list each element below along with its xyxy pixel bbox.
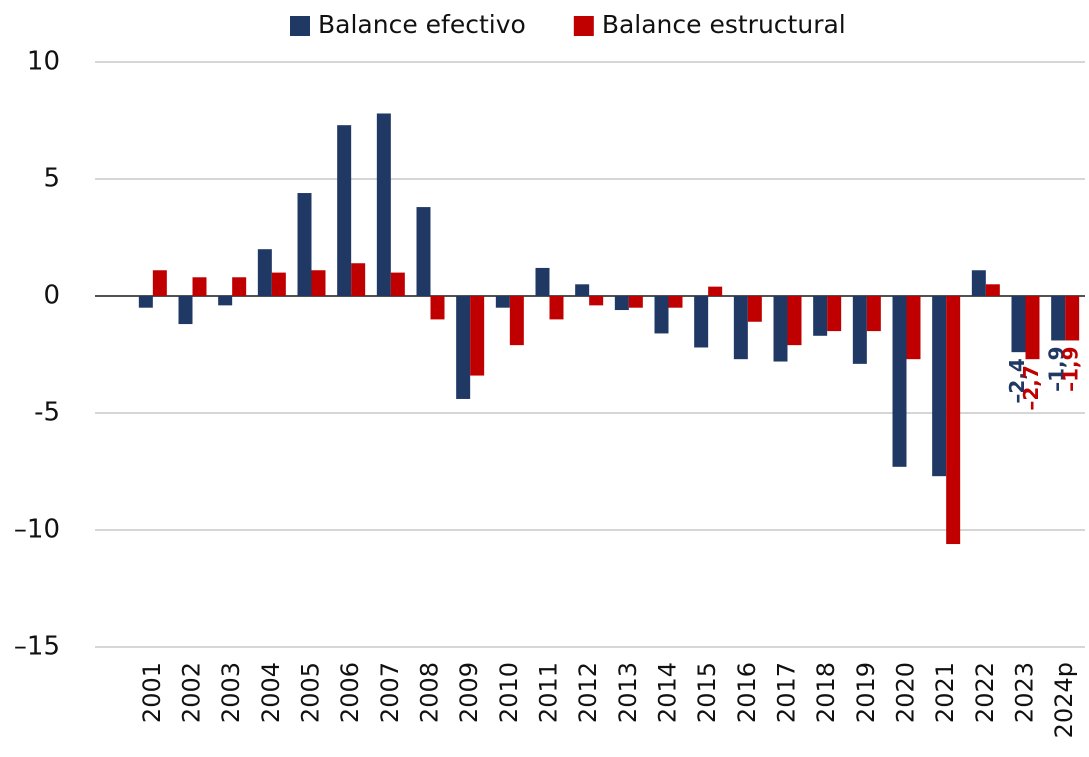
bar <box>892 296 907 467</box>
bar <box>932 296 947 477</box>
data-label: –2,4 <box>1005 358 1029 403</box>
y-tick-label: –15 <box>14 632 60 662</box>
bar <box>906 296 921 360</box>
bar <box>668 296 683 308</box>
bar <box>813 296 828 336</box>
bar <box>456 296 471 399</box>
bar <box>773 296 788 362</box>
bar <box>416 207 431 296</box>
x-tick-label: 2018 <box>812 662 840 723</box>
bar <box>708 286 723 296</box>
x-tick-label: 2023 <box>1011 662 1039 723</box>
x-tick-label: 2005 <box>297 662 325 723</box>
bar <box>827 296 842 332</box>
bar <box>152 270 167 296</box>
x-tick-label: 2016 <box>733 662 761 723</box>
x-tick-label: 2019 <box>852 662 880 723</box>
bar <box>535 267 550 296</box>
bar <box>946 296 961 545</box>
bar <box>376 113 391 296</box>
x-tick-label: 2004 <box>257 662 285 723</box>
bar <box>509 296 524 346</box>
y-tick-label: 10 <box>27 47 60 77</box>
x-tick-label: 2006 <box>336 662 364 723</box>
x-tick-label: 2003 <box>217 662 245 723</box>
bar <box>787 296 802 346</box>
x-tick-label: 2009 <box>455 662 483 723</box>
bar <box>178 296 193 325</box>
bar <box>694 296 709 348</box>
bar <box>1065 296 1080 341</box>
x-tick-label: 2012 <box>574 662 602 723</box>
y-tick-label: –10 <box>14 515 60 545</box>
bar <box>614 296 629 311</box>
bar <box>733 296 748 360</box>
x-tick-label: 2007 <box>376 662 404 723</box>
data-label: –1,9 <box>1045 346 1069 391</box>
bar <box>985 284 1000 296</box>
x-tick-label: 2015 <box>693 662 721 723</box>
bar <box>852 296 867 364</box>
x-tick-label: 2011 <box>535 662 563 723</box>
x-tick-label: 2024p <box>1050 662 1078 738</box>
bar <box>257 249 272 296</box>
y-tick-label: 0 <box>43 281 60 311</box>
x-tick-label: 2014 <box>654 662 682 723</box>
bar <box>628 296 643 308</box>
data-label: –2,7 <box>1019 365 1043 410</box>
bar <box>1025 296 1040 360</box>
bar <box>1011 296 1026 353</box>
bar <box>549 296 564 320</box>
bar <box>337 125 352 297</box>
bar <box>138 296 153 308</box>
bar <box>390 272 405 296</box>
bar <box>297 193 312 296</box>
bar <box>192 277 207 296</box>
x-tick-label: 2022 <box>971 662 999 723</box>
bar <box>866 296 881 332</box>
legend-label: Balance efectivo <box>318 10 526 39</box>
bar <box>1051 296 1066 341</box>
x-tick-label: 2017 <box>773 662 801 723</box>
bar <box>271 272 286 296</box>
bar <box>311 270 326 296</box>
bar <box>430 296 445 320</box>
bar <box>218 296 233 306</box>
bar <box>971 270 986 296</box>
x-tick-label: 2008 <box>416 662 444 723</box>
legend-swatch <box>290 16 310 36</box>
x-tick-label: 2021 <box>931 662 959 723</box>
legend-swatch <box>573 16 594 36</box>
bar <box>747 296 762 322</box>
bar <box>575 284 590 296</box>
bar <box>351 263 366 296</box>
bar <box>495 296 510 308</box>
legend-label: Balance estructural <box>602 10 846 39</box>
x-tick-label: 2020 <box>892 662 920 723</box>
y-tick-label: 5 <box>43 164 60 194</box>
x-tick-label: 2001 <box>138 662 166 723</box>
x-tick-label: 2002 <box>178 662 206 723</box>
x-tick-label: 2010 <box>495 662 523 723</box>
y-tick-label: -5 <box>34 398 60 428</box>
bar <box>470 296 485 376</box>
data-label: –1,9 <box>1059 346 1083 391</box>
bar <box>232 277 247 296</box>
bar <box>589 296 604 306</box>
x-tick-label: 2013 <box>614 662 642 723</box>
bar <box>654 296 669 334</box>
